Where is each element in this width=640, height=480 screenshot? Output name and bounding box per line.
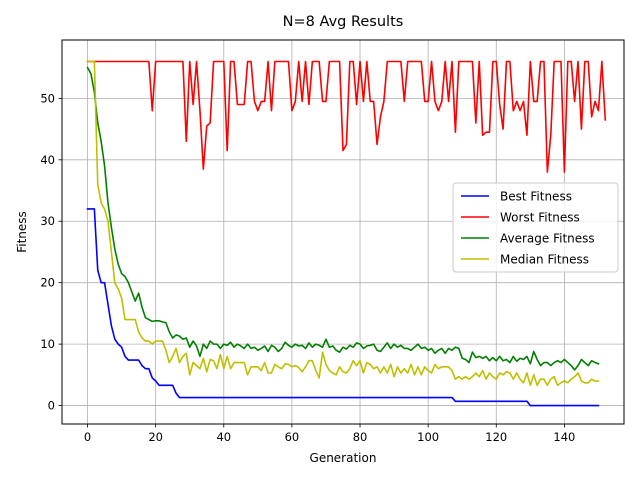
legend-label: Worst Fitness	[500, 211, 580, 225]
grid	[62, 40, 624, 424]
chart-title: N=8 Avg Results	[283, 14, 404, 30]
x-axis-label: Generation	[310, 451, 377, 465]
y-tick-label: 0	[48, 399, 55, 413]
y-tick-label: 50	[40, 91, 55, 105]
axis-ticks: 0 20 40 60 80 100 120 140 0 10 20 30 40 50	[40, 91, 575, 444]
x-tick-label: 140	[553, 430, 575, 444]
legend-box	[452, 182, 619, 273]
legend-label: Median Fitness	[500, 253, 589, 267]
series-line-2	[86, 60, 607, 173]
series-line-4	[86, 60, 600, 387]
series-line-1	[86, 208, 600, 407]
legend-label: Average Fitness	[500, 232, 595, 246]
series-lines	[86, 60, 607, 407]
legend: Best Fitness Worst Fitness Average Fitness…	[452, 182, 619, 273]
legend-label: Best Fitness	[500, 190, 572, 204]
y-tick-label: 20	[40, 276, 55, 290]
x-tick-label: 40	[216, 430, 231, 444]
x-tick-label: 0	[84, 430, 91, 444]
y-tick-label: 40	[40, 153, 55, 167]
y-tick-label: 30	[40, 214, 55, 228]
y-tick-label: 10	[40, 337, 55, 351]
y-axis-label: Fitness	[15, 211, 29, 253]
x-tick-label: 80	[353, 430, 368, 444]
plot-frame	[61, 39, 625, 425]
series-line-3	[86, 66, 600, 371]
x-tick-label: 20	[148, 430, 163, 444]
x-tick-label: 120	[485, 430, 507, 444]
x-tick-label: 100	[417, 430, 439, 444]
x-tick-label: 60	[285, 430, 300, 444]
